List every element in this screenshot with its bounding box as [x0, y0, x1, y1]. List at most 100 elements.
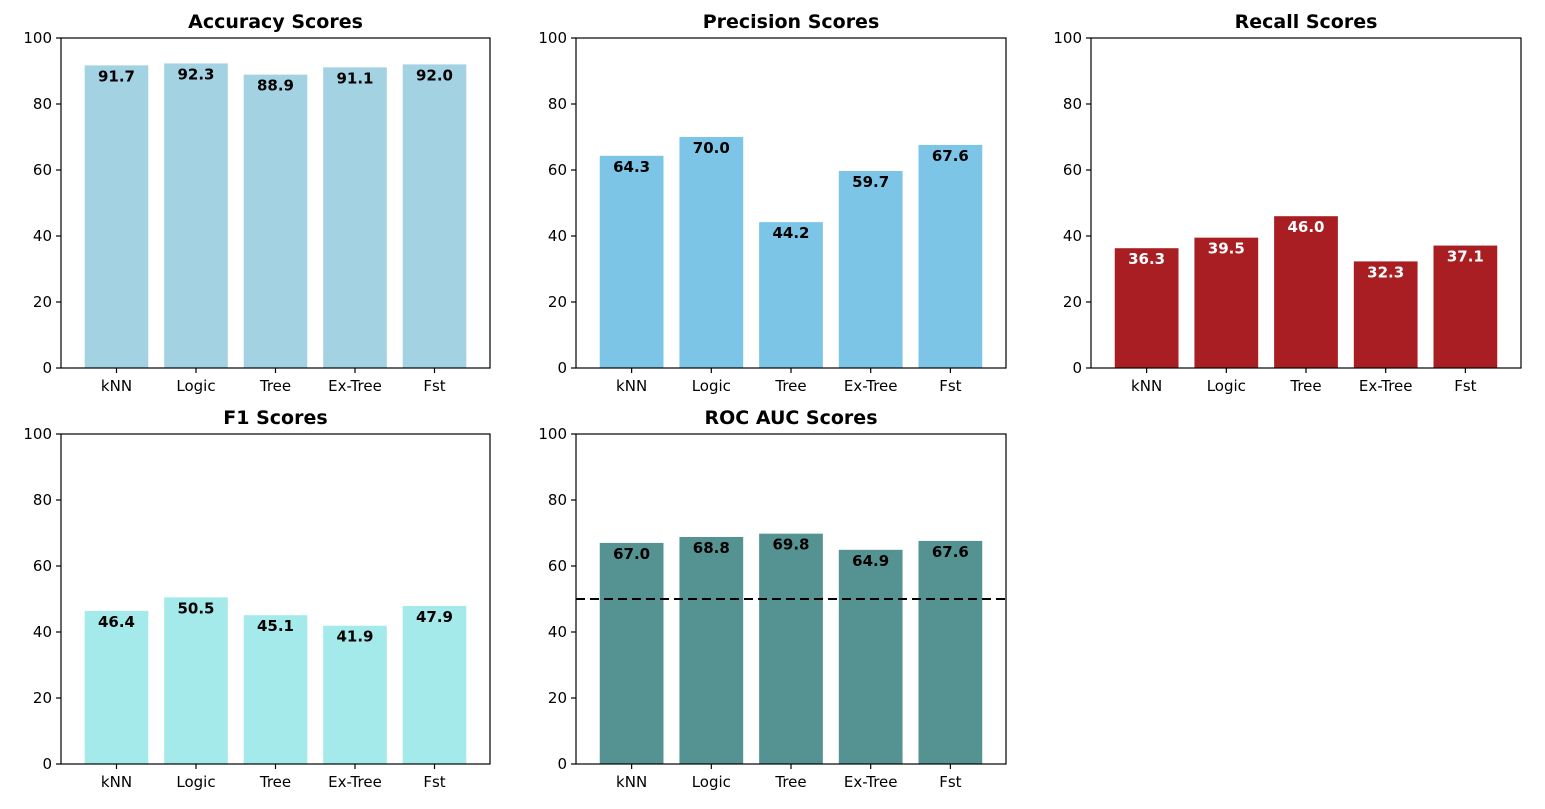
bar	[323, 625, 387, 764]
chart-title: F1 Scores	[223, 407, 327, 429]
data-label: 39.5	[1208, 240, 1245, 258]
bar	[243, 74, 308, 368]
y-tick-label: 20	[1063, 293, 1082, 311]
bar	[164, 597, 228, 764]
x-tick-label: Fst	[939, 377, 961, 395]
bar	[1194, 237, 1259, 368]
bar	[679, 536, 744, 764]
y-tick-label: 80	[548, 491, 567, 509]
bar	[402, 64, 467, 369]
x-tick-label: Fst	[1454, 377, 1476, 395]
y-tick-label: 60	[1063, 161, 1082, 179]
y-tick-label: 100	[538, 29, 567, 47]
data-label: 59.7	[852, 173, 889, 191]
data-label: 37.1	[1447, 248, 1484, 266]
y-tick-label: 40	[33, 227, 52, 245]
data-label: 64.9	[852, 552, 889, 570]
data-label: 45.1	[257, 617, 294, 635]
y-tick-label: 80	[33, 491, 52, 509]
data-label: 91.1	[336, 69, 373, 87]
bar	[599, 542, 664, 764]
x-tick-label: Logic	[176, 773, 215, 791]
bar	[243, 615, 308, 764]
data-label: 67.6	[932, 543, 969, 561]
y-tick-label: 0	[42, 755, 52, 773]
x-tick-label: Ex-Tree	[844, 377, 898, 395]
bar	[84, 65, 149, 368]
data-label: 32.3	[1367, 263, 1404, 281]
x-tick-label: Fst	[423, 377, 445, 395]
x-tick-label: kNN	[616, 377, 647, 395]
y-tick-label: 20	[33, 689, 52, 707]
data-label: 36.3	[1128, 250, 1165, 268]
y-tick-label: 40	[548, 623, 567, 641]
bar	[1274, 216, 1338, 368]
bar	[1114, 248, 1179, 368]
x-tick-label: kNN	[101, 377, 132, 395]
x-tick-label: Logic	[692, 377, 731, 395]
y-tick-label: 20	[548, 293, 567, 311]
x-tick-label: Logic	[692, 773, 731, 791]
x-tick-label: Tree	[1289, 377, 1321, 395]
y-tick-label: 40	[1063, 227, 1082, 245]
x-tick-label: Logic	[1207, 377, 1246, 395]
y-tick-label: 0	[1072, 359, 1082, 377]
y-tick-label: 40	[548, 227, 567, 245]
y-tick-label: 100	[1053, 29, 1082, 47]
y-tick-label: 100	[23, 425, 52, 443]
y-tick-label: 40	[33, 623, 52, 641]
bar	[679, 137, 744, 368]
chart-title: ROC AUC Scores	[704, 407, 877, 429]
data-label: 46.0	[1287, 218, 1324, 236]
bar	[323, 67, 387, 369]
data-label: 69.8	[772, 536, 809, 554]
x-tick-label: kNN	[101, 773, 132, 791]
y-tick-label: 20	[548, 689, 567, 707]
bar	[838, 170, 903, 368]
data-label: 91.7	[98, 67, 135, 85]
data-label: 88.9	[257, 77, 294, 95]
x-tick-label: Fst	[939, 773, 961, 791]
x-tick-label: Tree	[774, 377, 806, 395]
x-tick-label: kNN	[616, 773, 647, 791]
bar	[838, 549, 903, 764]
data-label: 44.2	[772, 224, 809, 242]
x-tick-label: Fst	[423, 773, 445, 791]
bar	[759, 533, 823, 764]
x-tick-label: Ex-Tree	[328, 773, 382, 791]
chart-panel: 67.0 68.8 69.8 64.9 67.6 0 20 40 60 80 100 kNN Logic…	[538, 407, 1007, 791]
y-tick-label: 20	[33, 293, 52, 311]
x-tick-label: Ex-Tree	[844, 773, 898, 791]
y-tick-label: 80	[1063, 95, 1082, 113]
bar	[84, 610, 149, 764]
chart-panel: 91.7 92.3 88.9 91.1 92.0 0 20 40 60 80 100 kNN Logic…	[23, 11, 491, 395]
x-tick-label: Tree	[259, 377, 291, 395]
data-label: 70.0	[693, 139, 730, 157]
bar	[918, 540, 983, 764]
data-label: 47.9	[416, 608, 453, 626]
y-tick-label: 0	[557, 359, 567, 377]
data-label: 41.9	[336, 628, 373, 646]
x-tick-label: Tree	[774, 773, 806, 791]
y-tick-label: 0	[42, 359, 52, 377]
bar	[1353, 261, 1418, 368]
y-tick-label: 60	[33, 557, 52, 575]
data-label: 68.8	[693, 539, 730, 557]
y-tick-label: 60	[33, 161, 52, 179]
y-tick-label: 60	[548, 557, 567, 575]
chart-panel: 64.3 70.0 44.2 59.7 67.6 0 20 40 60 80 100 kNN Logic…	[538, 11, 1007, 395]
x-tick-label: Ex-Tree	[1359, 377, 1413, 395]
y-tick-label: 100	[538, 425, 567, 443]
data-label: 64.3	[613, 158, 650, 176]
y-tick-label: 100	[23, 29, 52, 47]
y-tick-label: 80	[548, 95, 567, 113]
x-tick-label: Ex-Tree	[328, 377, 382, 395]
data-label: 92.3	[177, 65, 214, 83]
bar	[599, 155, 664, 368]
chart-title: Recall Scores	[1235, 11, 1378, 33]
data-label: 67.0	[613, 545, 650, 563]
y-tick-label: 60	[548, 161, 567, 179]
chart-panel: 46.4 50.5 45.1 41.9 47.9 0 20 40 60 80 100 kNN Logic…	[23, 407, 491, 791]
x-tick-label: Logic	[176, 377, 215, 395]
y-tick-label: 0	[557, 755, 567, 773]
